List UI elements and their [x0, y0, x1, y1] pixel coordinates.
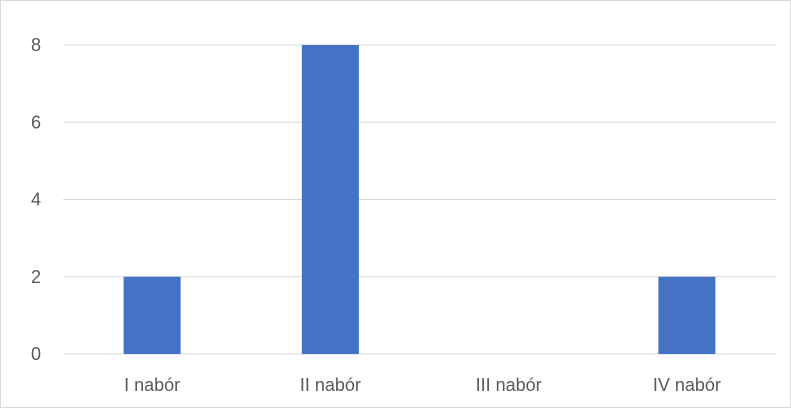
bar-4 — [658, 276, 716, 354]
gridlines — [63, 44, 776, 355]
bar-2 — [301, 45, 359, 354]
x-tick-label: II nabór — [300, 375, 361, 395]
y-axis-ticks: 0 2 4 6 8 — [31, 35, 41, 364]
bar-1 — [123, 276, 181, 354]
y-tick-label: 6 — [31, 112, 41, 132]
x-axis-ticks: I nabór II nabór III nabór IV nabór — [124, 375, 721, 395]
x-tick-label: III nabór — [476, 375, 542, 395]
y-tick-label: 2 — [31, 267, 41, 287]
y-tick-label: 4 — [31, 190, 41, 210]
x-tick-label: IV nabór — [653, 375, 721, 395]
x-tick-label: I nabór — [124, 375, 180, 395]
y-tick-label: 0 — [31, 344, 41, 364]
y-tick-label: 8 — [31, 35, 41, 55]
bars — [123, 45, 716, 354]
